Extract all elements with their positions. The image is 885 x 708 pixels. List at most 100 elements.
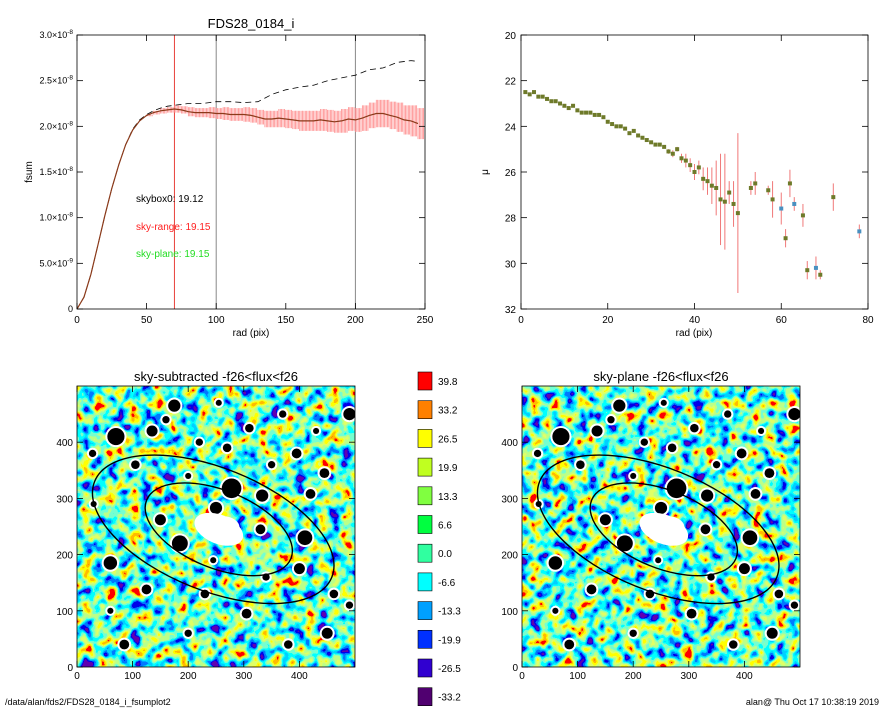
aperture-ellipse-0 (536, 454, 780, 605)
data-point (831, 195, 836, 200)
colorbar-label: -13.3 (438, 607, 461, 618)
y-tick-label: 1.5×10-8 (39, 166, 73, 177)
x-tick-label: 0 (74, 315, 80, 326)
masked-source (654, 501, 668, 515)
y-axis-label: fsum (24, 161, 35, 183)
radius-marker-lines (173, 35, 356, 309)
data-point (792, 201, 797, 206)
x-tick-label: 200 (180, 671, 197, 682)
data-point (649, 140, 654, 145)
masked-source (107, 428, 125, 446)
masked-source (764, 468, 775, 479)
masked-source (297, 530, 313, 546)
x-tick-label: 50 (141, 315, 153, 326)
masked-source (267, 461, 276, 469)
data-point (553, 99, 558, 104)
data-point (566, 106, 571, 111)
fsum-profile-chart: FDS28_0184_i 0 50 100 150 200 250 0 5.0×10-9 1.0… (24, 16, 434, 339)
masked-source (660, 399, 667, 406)
masked-source (256, 489, 269, 502)
masked-source (210, 557, 217, 564)
data-point (696, 165, 701, 170)
plot-frame (76, 34, 426, 310)
colorbar-label: 19.9 (438, 463, 458, 474)
image-frame (76, 385, 356, 668)
x-tick-label: 400 (736, 671, 753, 682)
data-point (614, 124, 619, 129)
y-tick-label: 2.5×10-8 (39, 75, 73, 86)
masked-source (185, 472, 192, 479)
footer-path: /data/alan/fds2/FDS28_0184_i_fsumplot2 (5, 697, 171, 707)
y-tick-label: 28 (505, 214, 517, 225)
chart-title: sky-plane -f26<flux<f26 (593, 369, 728, 384)
x-tick-label: 150 (277, 315, 294, 326)
data-point (562, 103, 567, 108)
y-tick-label: 200 (501, 551, 518, 562)
annotation-skybox0: skybox0: 19.12 (136, 194, 204, 205)
x-tick-label: 0 (518, 315, 524, 326)
masked-source (184, 629, 192, 637)
y-tick-label: 20 (505, 31, 517, 42)
data-point (735, 211, 740, 216)
masked-source (766, 627, 778, 639)
masked-source (700, 524, 711, 535)
masked-source (195, 438, 203, 446)
masked-source (576, 460, 585, 469)
y-tick-label: 1.0×10-8 (39, 212, 73, 223)
y-tick-label: 2.0×10-8 (39, 120, 73, 131)
data-point (601, 115, 606, 120)
masked-source (655, 557, 662, 564)
y-tick-label: 300 (501, 494, 518, 505)
masked-source (712, 461, 721, 469)
masked-source (552, 428, 570, 446)
chart-title: FDS28_0184_i (208, 16, 295, 31)
data-point (549, 99, 554, 104)
masked-source (209, 501, 223, 515)
x-tick-label: 0 (74, 671, 80, 682)
masked-source (131, 460, 140, 469)
chart-title: sky-subtracted -f26<flux<f26 (134, 369, 298, 384)
data-point (558, 101, 563, 106)
colorbar-swatch (417, 658, 433, 678)
masked-source (667, 443, 677, 453)
y-tick-label: 30 (505, 259, 517, 270)
x-tick-label: 300 (680, 671, 697, 682)
masked-source (291, 448, 302, 459)
y-tick-label: 400 (56, 438, 73, 449)
data-point (805, 268, 810, 273)
data-point (770, 197, 775, 202)
masked-source (552, 607, 559, 614)
data-point (679, 156, 684, 161)
masked-source (774, 589, 784, 599)
colorbar-swatch (417, 572, 433, 592)
axis-ticks: 0 50 100 150 200 250 0 5.0×10-9 1.0×10-8 1.5×10-8… (39, 29, 433, 326)
data-point (640, 135, 645, 140)
colorbar-label: -6.6 (438, 578, 456, 589)
masked-source (790, 601, 799, 609)
aperture-ellipse-1 (589, 482, 739, 577)
axis-ticks: 0 100 200 300 400 0 100 200 300 400 (501, 386, 800, 682)
colorbar-label: 6.6 (438, 521, 452, 532)
data-point (727, 190, 732, 195)
data-point (588, 110, 593, 115)
colorbar-label: 33.2 (438, 406, 458, 417)
masked-source (293, 563, 305, 575)
masked-source (736, 448, 747, 459)
data-point (532, 90, 537, 95)
masked-source (788, 407, 800, 421)
y-tick-label: 300 (56, 494, 73, 505)
image-frame (521, 385, 801, 668)
x-tick-label: 400 (291, 671, 308, 682)
data-point (575, 108, 580, 113)
masked-source (686, 608, 697, 619)
colorbar-label: 13.3 (438, 492, 458, 503)
y-tick-label: 3.0×10-8 (39, 29, 73, 40)
data-point (571, 103, 576, 108)
data-point (584, 110, 589, 115)
masked-source (221, 478, 242, 499)
data-point (662, 144, 667, 149)
galaxy-core-inner (206, 516, 240, 539)
colorbar-swatch (417, 601, 433, 620)
surface-brightness-chart: 0 20 40 60 80 20 22 24 26 28 30 32 rad (pix) μ (480, 31, 874, 339)
masked-source (742, 530, 758, 546)
